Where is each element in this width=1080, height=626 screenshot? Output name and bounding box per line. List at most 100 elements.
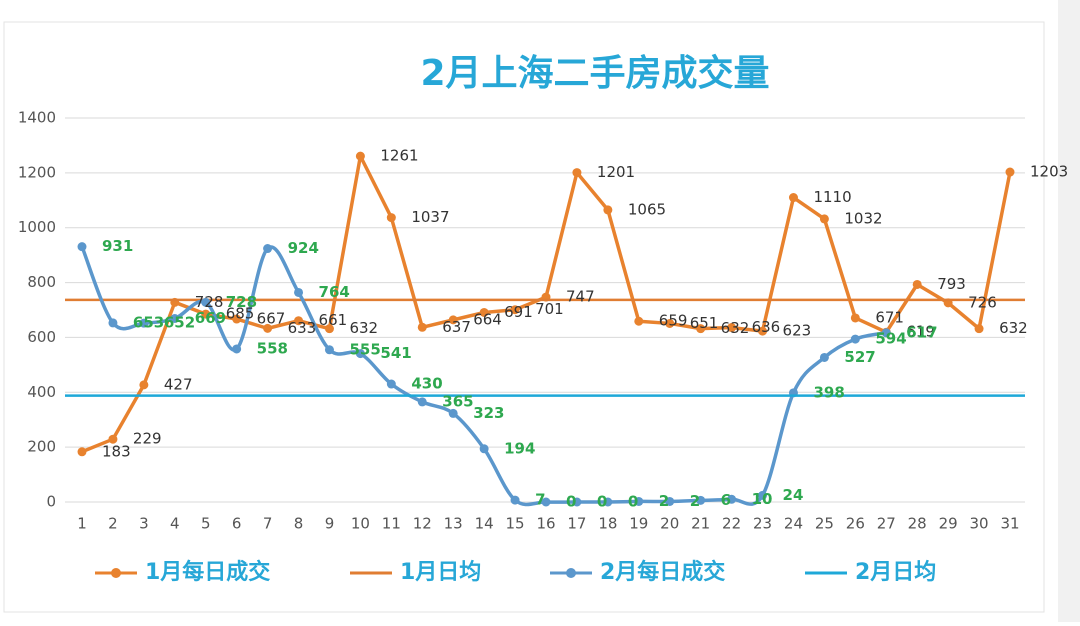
x-tick-label: 27 [877,515,896,533]
data-label: 0 [566,493,576,511]
data-label: 632 [349,319,378,337]
point-marker [727,323,737,333]
data-label: 632 [999,319,1028,337]
data-label: 691 [504,303,533,321]
point-marker [263,323,273,333]
x-tick-label: 5 [201,515,211,533]
data-label: 747 [566,288,595,306]
data-label: 659 [659,312,688,330]
data-label: 2 [659,492,669,510]
point-marker [170,314,180,324]
y-tick-label: 200 [27,438,56,456]
x-tick-label: 1 [77,515,87,533]
x-tick-label: 28 [908,515,927,533]
data-label: 924 [288,239,319,257]
x-tick-label: 11 [382,515,401,533]
legend-marker [566,568,576,578]
data-label: 667 [257,310,286,328]
y-tick-label: 1400 [18,109,56,127]
point-marker [201,297,211,307]
y-tick-label: 400 [27,383,56,401]
point-marker [77,447,87,457]
x-tick-label: 17 [567,515,586,533]
data-label: 10 [752,490,773,508]
data-label: 685 [226,305,255,323]
side-edge [1058,0,1080,622]
data-label: 229 [133,430,162,448]
point-marker [386,379,396,389]
point-marker [974,324,984,334]
point-marker [324,324,334,334]
data-label: 1065 [628,200,666,218]
data-label: 24 [783,486,804,504]
point-marker [696,495,706,505]
x-tick-label: 23 [753,515,772,533]
x-tick-label: 12 [413,515,432,533]
point-marker [572,497,582,507]
point-marker [294,287,304,297]
point-marker [881,328,891,338]
y-tick-label: 800 [27,273,56,291]
data-label: 726 [968,293,997,311]
data-label: 427 [164,375,193,393]
data-label: 398 [813,383,844,401]
point-marker [510,305,520,315]
point-marker [665,318,675,328]
data-label: 931 [102,237,133,255]
data-label: 651 [690,314,719,332]
point-marker [603,497,613,507]
point-marker [665,496,675,506]
data-label: 541 [380,344,411,362]
x-tick-label: 10 [351,515,370,533]
data-label: 671 [875,308,904,326]
data-label: 636 [752,318,781,336]
point-marker [819,214,829,224]
data-label: 0 [597,493,607,511]
x-tick-label: 30 [970,515,989,533]
data-label: 669 [195,309,226,327]
legend-label: 2月日均 [855,559,936,585]
point-marker [696,324,706,334]
x-tick-label: 24 [784,515,803,533]
x-tick-label: 7 [263,515,273,533]
y-tick-label: 600 [27,328,56,346]
data-label: 623 [783,322,812,340]
point-marker [850,313,860,323]
data-label: 6 [721,491,731,509]
x-tick-label: 29 [939,515,958,533]
legend-marker [111,568,121,578]
data-label: 527 [844,348,875,366]
data-label: 633 [288,319,317,337]
point-marker [77,242,87,252]
x-tick-label: 6 [232,515,242,533]
data-label: 664 [473,310,502,328]
x-tick-label: 31 [1000,515,1019,533]
point-marker [139,380,149,390]
x-tick-label: 25 [815,515,834,533]
chart-title: 2月上海二手房成交量 [420,52,769,94]
point-marker [108,434,118,444]
data-label: 555 [349,340,380,358]
data-label: 793 [937,275,966,293]
y-tick-label: 1200 [18,163,56,181]
x-tick-label: 4 [170,515,180,533]
point-marker [1005,167,1015,177]
point-marker [850,334,860,344]
data-label: 619 [906,323,935,341]
x-tick-label: 26 [846,515,865,533]
x-tick-label: 9 [325,515,335,533]
x-tick-label: 14 [475,515,494,533]
point-marker [355,349,365,359]
data-label: 1037 [411,208,449,226]
point-marker [201,309,211,319]
point-marker [572,168,582,178]
data-label: 652 [164,314,195,332]
point-marker [232,314,242,324]
point-marker [232,344,242,354]
y-tick-label: 0 [46,493,56,511]
point-marker [448,408,458,418]
data-label: 7 [535,491,545,509]
legend-label: 1月每日成交 [145,559,270,585]
data-label: 728 [226,293,257,311]
